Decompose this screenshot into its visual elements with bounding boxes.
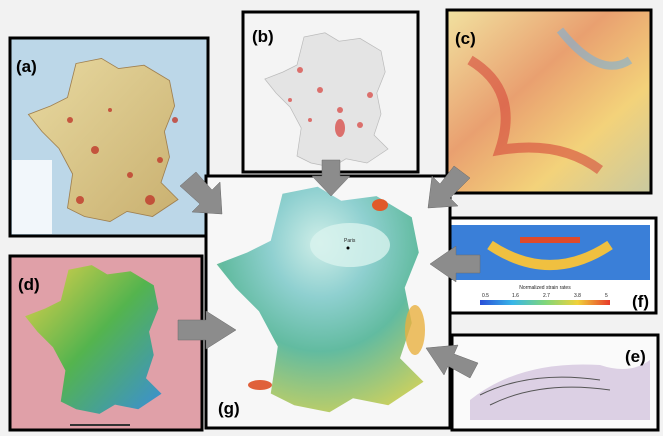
panel-label: (e) — [625, 347, 646, 366]
colorbar-tick: 0.5 — [482, 293, 489, 299]
arrows — [177, 159, 481, 379]
colorbar-tick: 1.6 — [512, 293, 519, 299]
colorbar-tick: 3.8 — [574, 293, 581, 299]
panel-d: (d) — [8, 254, 204, 432]
panel-label: (a) — [16, 57, 37, 76]
panel-g: Paris (g) — [204, 174, 452, 430]
panel-c: (c) — [445, 8, 653, 195]
panel-label: (b) — [252, 27, 274, 46]
panel-f: Normalized strain rates 0.5 1.6 2.7 3.8 … — [443, 216, 658, 315]
panel-label: (g) — [218, 399, 240, 418]
panel-e: (e) — [450, 333, 660, 432]
panel-a: (a) — [8, 36, 210, 238]
colorbar-tick: 5 — [605, 293, 608, 299]
panel-label: (f) — [632, 292, 649, 311]
city-label: Paris — [344, 238, 356, 244]
panel-label: (c) — [455, 29, 476, 48]
colorbar-title: Normalized strain rates — [519, 285, 571, 291]
panel-b: (b) — [241, 10, 420, 174]
colorbar-tick: 2.7 — [543, 293, 550, 299]
panel-label: (d) — [18, 275, 40, 294]
